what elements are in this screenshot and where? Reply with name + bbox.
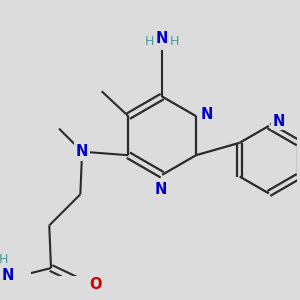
Text: N: N [200,107,213,122]
Text: N: N [154,182,167,197]
Text: N: N [154,182,167,197]
Text: H: H [170,35,179,48]
Text: O: O [89,277,102,292]
Text: H: H [0,253,8,266]
Text: N: N [76,144,88,159]
Text: N: N [272,114,285,129]
Text: N: N [1,268,14,283]
Text: N: N [156,31,168,46]
Text: N: N [200,107,213,122]
Text: H: H [145,35,154,48]
